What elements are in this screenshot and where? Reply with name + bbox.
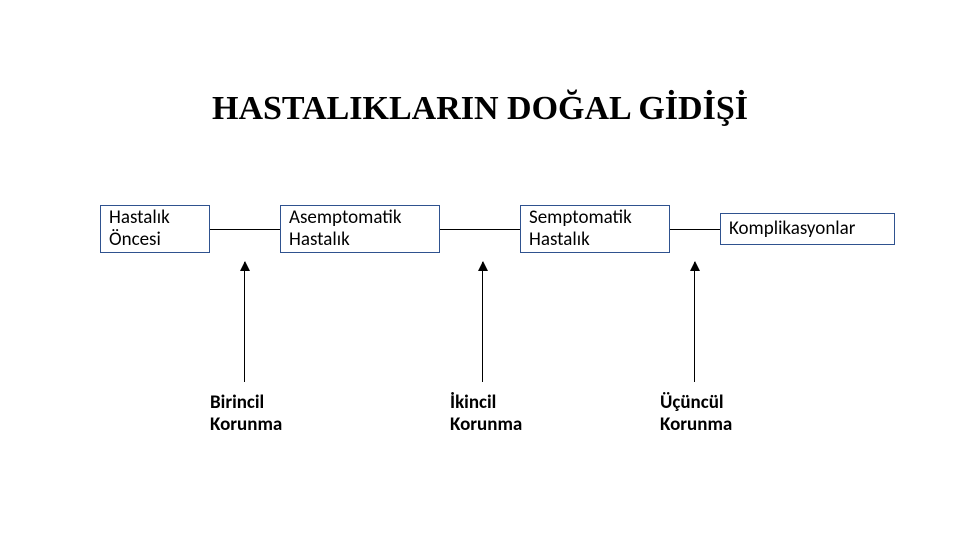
protection-arrow-1 [482,262,483,382]
stage-asymp: Asemptomatik Hastalık [280,205,440,253]
prot-tertiary: Üçüncül Korunma [660,392,732,436]
protection-arrow-0 [244,262,245,382]
stage-pre: Hastalık Öncesi [100,205,210,253]
prot-secondary: İkincil Korunma [450,392,522,436]
stage-comp: Komplikasyonlar [720,213,895,245]
diagram-title: HASTALIKLARIN DOĞAL GİDİŞİ [0,90,960,128]
protection-arrow-2 [694,262,695,382]
stage-symp: Semptomatik Hastalık [520,205,670,253]
prot-primary: Birincil Korunma [210,392,282,436]
stage-connector-0 [210,229,280,230]
stage-connector-2 [670,229,720,230]
stage-connector-1 [440,229,520,230]
